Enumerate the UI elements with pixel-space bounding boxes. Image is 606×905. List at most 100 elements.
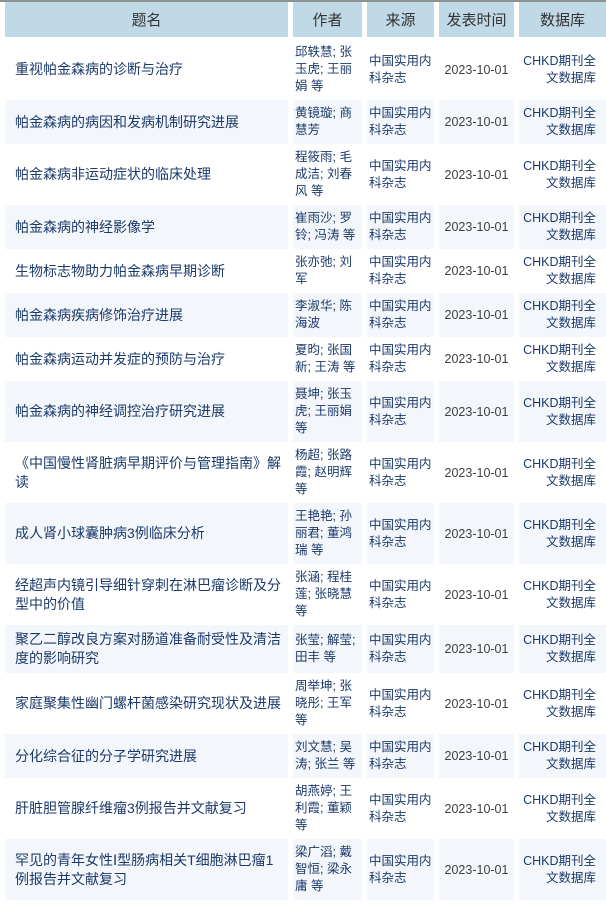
source-link[interactable]: 中国实用内科杂志	[369, 255, 432, 286]
article-title-link[interactable]: 家庭聚集性幽门螺杆菌感染研究现状及进展	[15, 695, 281, 711]
article-title-link[interactable]: 罕见的青年女性Ⅰ型肠病相关T细胞淋巴瘤1例报告并文献复习	[15, 851, 274, 887]
article-title-link[interactable]: 聚乙二醇改良方案对肠道准备耐受性及清洁度的影响研究	[15, 631, 281, 666]
table-row: 家庭聚集性幽门螺杆菌感染研究现状及进展 周举坤; 张晓彤; 王军 等 中国实用内…	[0, 673, 606, 734]
article-title-cell: 罕见的青年女性Ⅰ型肠病相关T细胞淋巴瘤1例报告并文献复习	[0, 839, 288, 900]
table-row: 聚乙二醇改良方案对肠道准备耐受性及清洁度的影响研究 张莹; 解莹; 田丰 等 中…	[0, 625, 606, 673]
authors-link[interactable]: 张莹; 解莹; 田丰 等	[295, 633, 356, 664]
article-title-link[interactable]: 经超声内镜引导细针穿刺在淋巴瘤诊断及分型中的价值	[15, 576, 281, 612]
authors-cell: 王艳艳; 孙丽君; 董鸿瑞 等	[288, 503, 362, 564]
table-row: 成人肾小球囊肿病3例临床分析 王艳艳; 孙丽君; 董鸿瑞 等 中国实用内科杂志 …	[0, 503, 606, 564]
source-cell: 中国实用内科杂志	[362, 503, 434, 564]
table-row: 分化综合征的分子学研究进展 刘文慧; 吴涛; 张兰 等 中国实用内科杂志 202…	[0, 734, 606, 778]
source-link[interactable]: 中国实用内科杂志	[369, 853, 432, 885]
authors-link[interactable]: 王艳艳; 孙丽君; 董鸿瑞 等	[295, 509, 352, 557]
article-title-link[interactable]: 帕金森病的病因和发病机制研究进展	[15, 113, 239, 130]
source-link[interactable]: 中国实用内科杂志	[369, 53, 432, 85]
publish-date-cell: 2023-10-01	[434, 205, 514, 249]
database-value: CHKD期刊全文数据库	[523, 255, 596, 286]
authors-link[interactable]: 梁广滔; 戴智恒; 梁永庸 等	[295, 845, 352, 893]
article-title-link[interactable]: 《中国慢性肾脏病早期评价与管理指南》解读	[15, 454, 281, 490]
table-row: 罕见的青年女性Ⅰ型肠病相关T细胞淋巴瘤1例报告并文献复习 梁广滔; 戴智恒; 梁…	[0, 839, 606, 900]
database-value: CHKD期刊全文数据库	[523, 853, 596, 885]
authors-link[interactable]: 杨超; 张路霞; 赵明辉 等	[295, 448, 352, 496]
source-link[interactable]: 中国实用内科杂志	[369, 158, 432, 190]
table-row: 帕金森病疾病修饰治疗进展 李淑华; 陈海波 中国实用内科杂志 2023-10-0…	[0, 293, 606, 337]
article-title-link[interactable]: 帕金森病疾病修饰治疗进展	[15, 306, 183, 323]
source-cell: 中国实用内科杂志	[362, 205, 434, 249]
source-link[interactable]: 中国实用内科杂志	[369, 456, 432, 488]
authors-link[interactable]: 李淑华; 陈海波	[295, 299, 352, 330]
source-cell: 中国实用内科杂志	[362, 337, 434, 381]
publish-date-value: 2023-10-01	[444, 465, 509, 480]
article-title-link[interactable]: 帕金森病运动并发症的预防与治疗	[15, 350, 225, 367]
authors-link[interactable]: 张涵; 程桂莲; 张晓慧 等	[295, 570, 352, 618]
article-title-link[interactable]: 帕金森病的神经调控治疗研究进展	[15, 403, 225, 419]
source-link[interactable]: 中国实用内科杂志	[369, 299, 432, 330]
publish-date-cell: 2023-10-01	[434, 39, 514, 100]
source-link[interactable]: 中国实用内科杂志	[369, 578, 432, 610]
publish-date-value: 2023-10-01	[444, 801, 509, 816]
database-cell: CHKD期刊全文数据库	[514, 381, 606, 442]
authors-link[interactable]: 胡燕婷; 王利霞; 董颖 等	[295, 784, 352, 832]
table-row: 肝脏胆管腺纤维瘤3例报告并文献复习 胡燕婷; 王利霞; 董颖 等 中国实用内科杂…	[0, 778, 606, 839]
article-title-cell: 家庭聚集性幽门螺杆菌感染研究现状及进展	[0, 673, 288, 734]
publish-date-cell: 2023-10-01	[434, 778, 514, 839]
authors-cell: 崔雨沙; 罗铃; 冯涛 等	[288, 205, 362, 249]
database-cell: CHKD期刊全文数据库	[514, 734, 606, 778]
source-link[interactable]: 中国实用内科杂志	[369, 740, 432, 771]
source-link[interactable]: 中国实用内科杂志	[369, 633, 432, 664]
article-title-link[interactable]: 分化综合征的分子学研究进展	[15, 747, 197, 764]
publish-date-cell: 2023-10-01	[434, 625, 514, 673]
article-title-link[interactable]: 帕金森病的神经影像学	[15, 218, 155, 235]
table-row: 《中国慢性肾脏病早期评价与管理指南》解读 杨超; 张路霞; 赵明辉 等 中国实用…	[0, 442, 606, 503]
source-link[interactable]: 中国实用内科杂志	[369, 343, 432, 374]
publish-date-value: 2023-10-01	[444, 587, 509, 602]
article-title-cell: 帕金森病疾病修饰治疗进展	[0, 293, 288, 337]
publish-date-cell: 2023-10-01	[434, 673, 514, 734]
database-cell: CHKD期刊全文数据库	[514, 564, 606, 625]
source-cell: 中国实用内科杂志	[362, 144, 434, 205]
database-value: CHKD期刊全文数据库	[523, 578, 596, 610]
column-header-date: 发表时间	[434, 2, 514, 39]
database-cell: CHKD期刊全文数据库	[514, 205, 606, 249]
article-title-cell: 重视帕金森病的诊断与治疗	[0, 39, 288, 100]
authors-link[interactable]: 周举坤; 张晓彤; 王军 等	[295, 679, 352, 727]
database-cell: CHKD期刊全文数据库	[514, 625, 606, 673]
authors-link[interactable]: 崔雨沙; 罗铃; 冯涛 等	[295, 211, 356, 242]
publish-date-value: 2023-10-01	[444, 264, 509, 278]
source-cell: 中国实用内科杂志	[362, 293, 434, 337]
source-link[interactable]: 中国实用内科杂志	[369, 106, 432, 137]
source-link[interactable]: 中国实用内科杂志	[369, 395, 432, 427]
source-link[interactable]: 中国实用内科杂志	[369, 211, 432, 242]
article-title-cell: 《中国慢性肾脏病早期评价与管理指南》解读	[0, 442, 288, 503]
table-row: 帕金森病非运动症状的临床处理 程筱雨; 毛成洁; 刘春风 等 中国实用内科杂志 …	[0, 144, 606, 205]
database-cell: CHKD期刊全文数据库	[514, 144, 606, 205]
publish-date-cell: 2023-10-01	[434, 564, 514, 625]
authors-cell: 邱轶慧; 张玉虎; 王丽娟 等	[288, 39, 362, 100]
article-title-link[interactable]: 帕金森病非运动症状的临床处理	[15, 166, 211, 182]
authors-link[interactable]: 黄镜璇; 商慧芳	[295, 106, 352, 137]
authors-link[interactable]: 聂坤; 张玉虎; 王丽娟 等	[295, 387, 352, 435]
database-value: CHKD期刊全文数据库	[523, 395, 596, 427]
authors-link[interactable]: 邱轶慧; 张玉虎; 王丽娟 等	[295, 45, 352, 93]
article-title-cell: 分化综合征的分子学研究进展	[0, 734, 288, 778]
table-row: 生物标志物助力帕金森病早期诊断 张亦弛; 刘军 中国实用内科杂志 2023-10…	[0, 249, 606, 293]
source-link[interactable]: 中国实用内科杂志	[369, 792, 432, 824]
authors-link[interactable]: 夏昀; 张国新; 王涛 等	[295, 343, 356, 374]
publish-date-cell: 2023-10-01	[434, 144, 514, 205]
source-cell: 中国实用内科杂志	[362, 381, 434, 442]
database-cell: CHKD期刊全文数据库	[514, 249, 606, 293]
article-title-link[interactable]: 生物标志物助力帕金森病早期诊断	[15, 262, 225, 279]
publish-date-value: 2023-10-01	[444, 404, 509, 419]
authors-link[interactable]: 刘文慧; 吴涛; 张兰 等	[295, 740, 356, 771]
authors-link[interactable]: 张亦弛; 刘军	[295, 255, 352, 286]
publish-date-value: 2023-10-01	[444, 352, 509, 366]
database-cell: CHKD期刊全文数据库	[514, 673, 606, 734]
source-link[interactable]: 中国实用内科杂志	[369, 687, 432, 719]
article-title-link[interactable]: 成人肾小球囊肿病3例临床分析	[15, 525, 205, 541]
authors-link[interactable]: 程筱雨; 毛成洁; 刘春风 等	[295, 150, 352, 198]
article-title-link[interactable]: 肝脏胆管腺纤维瘤3例报告并文献复习	[15, 800, 247, 816]
article-title-link[interactable]: 重视帕金森病的诊断与治疗	[15, 61, 183, 77]
results-table-body: 重视帕金森病的诊断与治疗 邱轶慧; 张玉虎; 王丽娟 等 中国实用内科杂志 20…	[0, 39, 606, 900]
source-link[interactable]: 中国实用内科杂志	[369, 517, 432, 549]
